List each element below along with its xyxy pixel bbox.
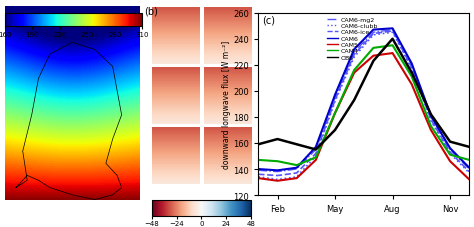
CAM4 [313, 156, 319, 159]
CAM4 [409, 76, 415, 79]
CAM6-mg2 [294, 168, 300, 171]
CAM6-ice [371, 33, 376, 36]
CAM6-ice [255, 173, 261, 176]
CAM6-mg2 [390, 29, 395, 32]
Line: OBS: OBS [258, 39, 469, 150]
CAM6-clubb [332, 101, 338, 103]
Line: CAM5: CAM5 [258, 54, 469, 181]
CAM5 [332, 112, 338, 115]
OBS [255, 143, 261, 146]
CAM6 [294, 167, 300, 169]
CAM6 [466, 167, 472, 169]
CAM5 [371, 55, 376, 58]
CAM6-ice [390, 30, 395, 33]
CAM5 [390, 52, 395, 55]
CAM4 [390, 45, 395, 47]
Y-axis label: downward longwave flux [W m⁻²]: downward longwave flux [W m⁻²] [222, 41, 231, 168]
OBS [466, 146, 472, 149]
CAM4 [351, 69, 357, 72]
CAM4 [332, 112, 338, 115]
CAM6 [274, 169, 280, 172]
Line: CAM4: CAM4 [258, 46, 469, 165]
CAM6-clubb [466, 172, 472, 175]
CAM6 [313, 146, 319, 149]
CAM6-mg2 [351, 51, 357, 54]
CAM5 [294, 177, 300, 180]
OBS [274, 138, 280, 141]
CAM5 [351, 72, 357, 75]
CAM5 [466, 178, 472, 181]
Legend: CAM6-mg2, CAM6-clubb, CAM6-ice, CAM6, CAM5, CAM4, OBS: CAM6-mg2, CAM6-clubb, CAM6-ice, CAM6, CA… [325, 15, 380, 63]
CAM6 [428, 115, 434, 117]
OBS [428, 114, 434, 116]
CAM6 [390, 28, 395, 31]
CAM4 [294, 164, 300, 167]
CAM6-ice [332, 99, 338, 102]
CAM6-clubb [313, 155, 319, 158]
CAM6-ice [294, 172, 300, 175]
CAM5 [255, 177, 261, 180]
Line: CAM6-ice: CAM6-ice [258, 32, 469, 176]
CAM6-mg2 [466, 168, 472, 171]
CAM5 [447, 160, 453, 163]
CAM5 [313, 159, 319, 162]
CAM6 [447, 147, 453, 150]
CAM5 [274, 180, 280, 182]
CAM6-mg2 [409, 64, 415, 67]
CAM6 [371, 29, 376, 32]
CAM6-mg2 [255, 169, 261, 172]
CAM6-clubb [255, 176, 261, 178]
OBS [409, 72, 415, 75]
OBS [351, 99, 357, 102]
CAM4 [255, 159, 261, 162]
Line: CAM6-mg2: CAM6-mg2 [258, 30, 469, 172]
Line: CAM6: CAM6 [258, 29, 469, 170]
CAM6 [255, 168, 261, 171]
CAM4 [428, 125, 434, 128]
CAM6-clubb [274, 178, 280, 181]
CAM4 [274, 160, 280, 163]
CAM6 [351, 49, 357, 51]
OBS [390, 38, 395, 41]
CAM6-mg2 [274, 170, 280, 173]
CAM6 [409, 63, 415, 66]
CAM4 [447, 154, 453, 156]
CAM6-clubb [447, 152, 453, 155]
CAM6 [332, 94, 338, 97]
CAM5 [409, 84, 415, 86]
OBS [371, 60, 376, 63]
CAM6-mg2 [371, 32, 376, 35]
CAM6-ice [466, 170, 472, 173]
CAM6-ice [274, 174, 280, 177]
CAM6-clubb [294, 176, 300, 178]
OBS [313, 148, 319, 151]
CAM6-ice [313, 152, 319, 155]
CAM5 [428, 129, 434, 132]
CAM6-ice [447, 151, 453, 154]
CAM6-mg2 [428, 116, 434, 119]
CAM6-clubb [409, 68, 415, 71]
CAM6-clubb [428, 120, 434, 123]
CAM6-mg2 [447, 148, 453, 151]
CAM6-mg2 [313, 148, 319, 151]
CAM6-ice [351, 54, 357, 57]
Text: (c): (c) [263, 15, 275, 25]
CAM6-ice [428, 119, 434, 121]
CAM6-clubb [390, 32, 395, 35]
CAM4 [466, 159, 472, 162]
OBS [294, 143, 300, 146]
Line: CAM6-clubb: CAM6-clubb [258, 33, 469, 180]
CAM6-clubb [371, 34, 376, 37]
OBS [447, 141, 453, 143]
CAM6-ice [409, 67, 415, 69]
OBS [332, 129, 338, 132]
CAM6-mg2 [332, 96, 338, 99]
CAM6-clubb [351, 56, 357, 59]
CAM4 [371, 47, 376, 50]
Text: (b): (b) [145, 7, 158, 17]
